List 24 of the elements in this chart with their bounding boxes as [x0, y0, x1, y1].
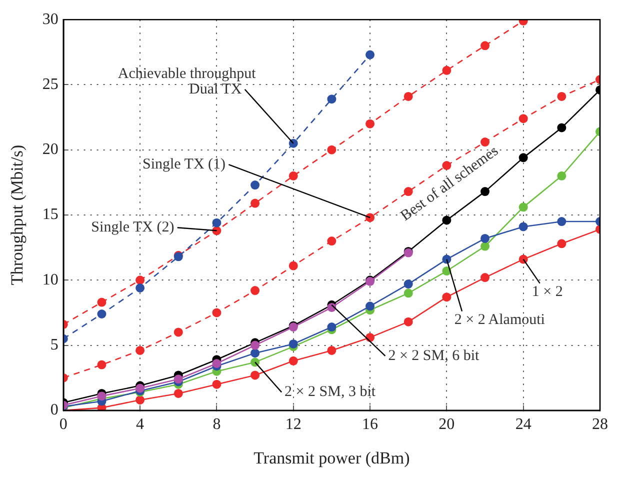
annotation: Dual TX — [189, 81, 242, 98]
annotation: 1 × 2 — [532, 284, 563, 300]
y-tick-label: 20 — [42, 141, 58, 158]
y-axis-title: Throughput (Mbit/s) — [8, 144, 27, 286]
y-tick-label: 25 — [42, 76, 58, 93]
annotation: Achievable throughput — [118, 66, 257, 82]
y-tick-label: 0 — [50, 402, 58, 419]
y-tick-label: 15 — [42, 206, 58, 224]
x-tick-label: 16 — [362, 416, 378, 434]
annotation: 2 × 2 SM, 6 bit — [388, 348, 480, 364]
x-axis-title: Transmit power (dBm) — [254, 448, 410, 468]
y-tick-label: 10 — [42, 271, 58, 288]
annotation: 2 × 2 Alamouti — [454, 312, 545, 328]
x-tick-label: 20 — [438, 416, 455, 434]
annotation: 2 × 2 SM, 3 bit — [284, 384, 376, 400]
x-tick-label: 4 — [136, 416, 144, 434]
annotation: Single TX (1) — [142, 156, 226, 173]
x-tick-label: 12 — [285, 416, 302, 434]
x-tick-label: 24 — [515, 416, 532, 434]
annotation: Single TX (2) — [91, 220, 174, 236]
x-tick-label: 8 — [212, 416, 221, 434]
y-tick-label: 5 — [50, 336, 58, 354]
y-tick-label: 30 — [42, 10, 58, 28]
x-tick-label: 28 — [592, 416, 608, 434]
